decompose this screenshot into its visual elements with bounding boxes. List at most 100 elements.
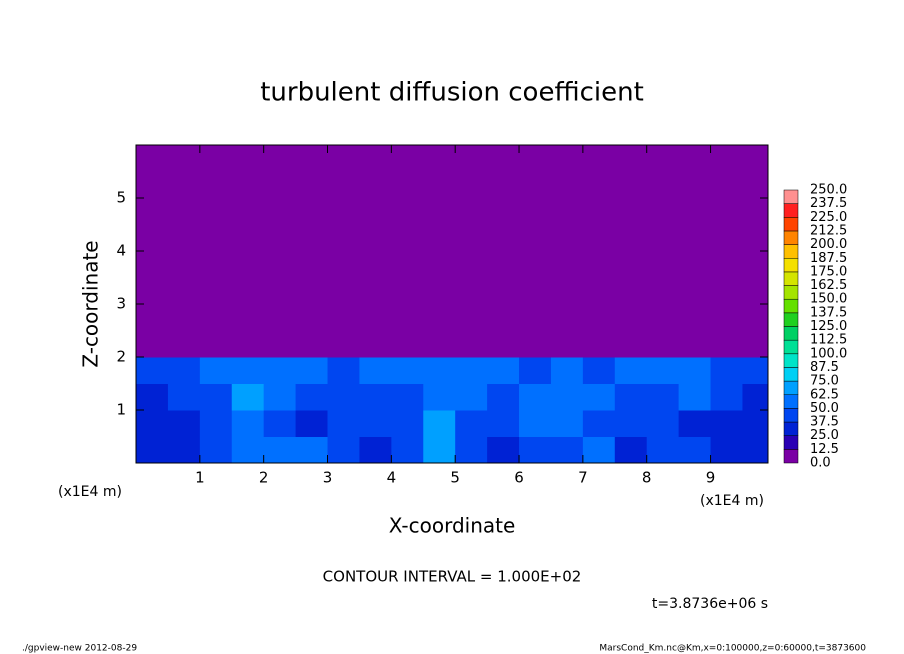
cell: [582, 145, 616, 172]
x-tick-label: 8: [642, 469, 652, 487]
colorbar-label: 50.0: [810, 401, 839, 416]
cell: [742, 383, 768, 411]
cell: [327, 171, 360, 199]
x-tick-label: 4: [387, 469, 397, 487]
cell: [519, 251, 552, 278]
cell: [263, 198, 297, 225]
colorbar-band: [783, 189, 799, 204]
cell: [136, 357, 169, 384]
cell: [327, 198, 360, 225]
colorbar-label: 0.0: [810, 456, 831, 471]
cell: [614, 330, 648, 358]
cell: [423, 357, 456, 384]
colorbar-band: [783, 394, 799, 409]
colorbar-label: 62.5: [810, 387, 839, 402]
cell: [519, 277, 552, 305]
colorbar-band: [783, 244, 799, 259]
cell: [710, 410, 743, 437]
x-tick-label: 9: [706, 469, 716, 487]
colorbar-label: 187.5: [810, 251, 847, 266]
cell: [263, 330, 297, 358]
cell: [582, 304, 616, 331]
cell: [391, 251, 424, 278]
cell: [710, 277, 743, 305]
cell: [136, 383, 169, 411]
cell: [391, 304, 424, 331]
cell: [455, 304, 488, 331]
cell: [487, 198, 520, 225]
cell: [455, 330, 488, 358]
cell: [295, 436, 329, 463]
cell: [359, 357, 392, 384]
cell: [391, 198, 424, 225]
colorbar-label: 200.0: [810, 237, 847, 252]
cell: [678, 198, 712, 225]
cell: [136, 277, 169, 305]
cell: [646, 330, 680, 358]
cell: [423, 410, 456, 437]
x-tick-label: 1: [195, 469, 205, 487]
cell: [455, 357, 488, 384]
cell: [199, 383, 233, 411]
cell: [295, 145, 329, 172]
cell: [582, 224, 616, 252]
cell: [550, 171, 584, 199]
cell: [455, 277, 488, 305]
cell: [550, 383, 584, 411]
cell: [136, 410, 169, 437]
colorbar-label: 100.0: [810, 346, 847, 361]
cell: [582, 198, 616, 225]
cell: [359, 145, 392, 172]
cell: [582, 436, 616, 463]
cell: [487, 145, 520, 172]
cell: [550, 436, 584, 463]
cell: [582, 357, 616, 384]
cell: [136, 251, 169, 278]
cell: [136, 198, 169, 225]
cell: [678, 410, 712, 437]
colorbar-band: [783, 230, 799, 245]
cell: [519, 410, 552, 437]
cell: [582, 171, 616, 199]
cell: [487, 251, 520, 278]
cell: [359, 198, 392, 225]
cell: [391, 330, 424, 358]
cell: [455, 171, 488, 199]
cell: [359, 171, 392, 199]
cell: [614, 277, 648, 305]
cell: [487, 410, 520, 437]
x-axis-label: X-coordinate: [389, 514, 516, 538]
cell: [614, 357, 648, 384]
cell: [263, 357, 297, 384]
cell: [455, 251, 488, 278]
cell: [519, 330, 552, 358]
cell: [519, 357, 552, 384]
x-tick-label: 5: [450, 469, 460, 487]
cell: [263, 224, 297, 252]
cell: [199, 277, 233, 305]
colorbar-band: [783, 353, 799, 368]
colorbar-band: [783, 367, 799, 382]
cell: [582, 251, 616, 278]
colorbar-label: 87.5: [810, 360, 839, 375]
cell: [295, 224, 329, 252]
colorbar-band: [783, 380, 799, 396]
cell: [678, 383, 712, 411]
cell: [295, 304, 329, 331]
colorbar-label: 37.5: [810, 415, 839, 430]
cell: [167, 330, 201, 358]
cell: [391, 410, 424, 437]
y-tick-label: 3: [116, 295, 126, 313]
cell: [199, 330, 233, 358]
cell: [136, 330, 169, 358]
cell: [646, 304, 680, 331]
cell: [678, 357, 712, 384]
cell: [519, 224, 552, 252]
cell: [167, 198, 201, 225]
cell: [646, 171, 680, 199]
cell: [614, 410, 648, 437]
cell: [742, 277, 768, 305]
cell: [487, 171, 520, 199]
x-tick-label: 3: [323, 469, 333, 487]
